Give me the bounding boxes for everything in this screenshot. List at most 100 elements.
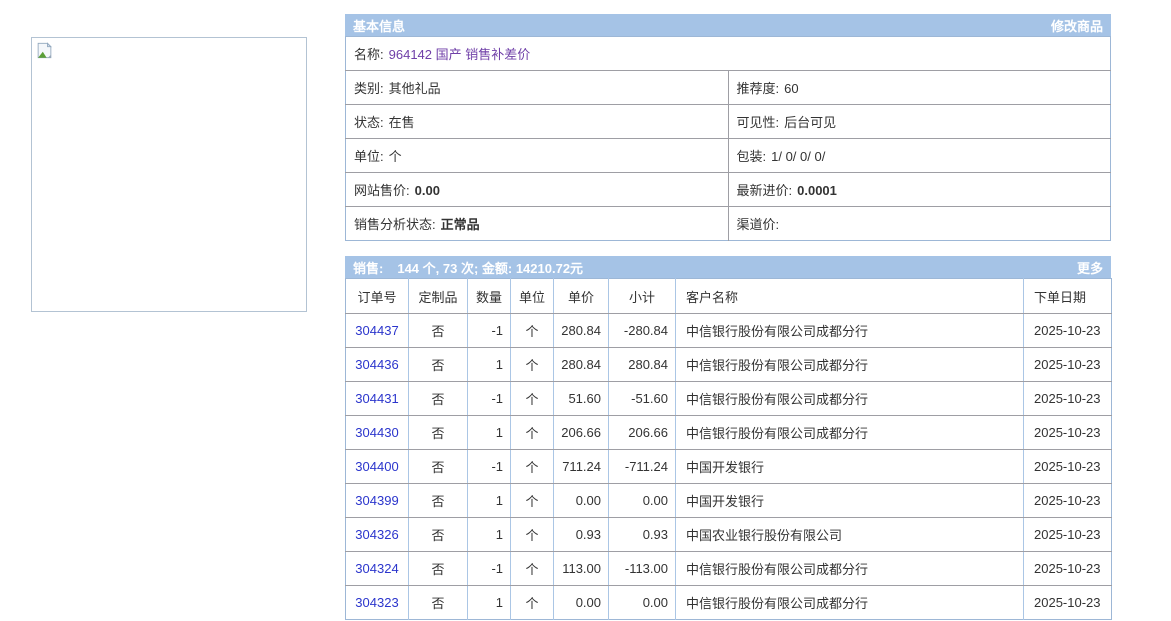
- sales-table-header-row: 订单号 定制品 数量 单位 单价 小计 客户名称 下单日期: [345, 278, 1112, 314]
- visibility-label: 可见性:: [736, 115, 780, 130]
- basic-info-title: 基本信息: [353, 18, 406, 34]
- order-no-cell: 304436: [345, 347, 409, 382]
- order-no-cell: 304324: [345, 551, 409, 586]
- table-cell: -1: [467, 551, 511, 586]
- col-header-qty: 数量: [467, 278, 511, 314]
- order-link[interactable]: 304324: [355, 561, 399, 576]
- table-cell: 否: [408, 585, 468, 620]
- table-cell: -711.24: [608, 449, 676, 484]
- table-cell: 206.66: [553, 415, 609, 450]
- table-cell: 280.84: [553, 347, 609, 382]
- table-cell: 2025-10-23: [1023, 517, 1112, 552]
- table-row: 304324 否 -1 个 113.00 -113.00 中信银行股份有限公司成都分行 202…: [345, 551, 1112, 586]
- sales-table: 订单号 定制品 数量 单位 单价 小计 客户名称 下单日期 304437 否 -1 个…: [345, 278, 1112, 620]
- table-cell: 2025-10-23: [1023, 415, 1112, 450]
- table-cell: 0.00: [608, 585, 676, 620]
- table-row: 304430 否 1 个 206.66 206.66 中信银行股份有限公司成都分行 2025-…: [345, 415, 1112, 450]
- order-link[interactable]: 304437: [355, 323, 399, 338]
- table-cell: 否: [408, 517, 468, 552]
- table-cell: -51.60: [608, 381, 676, 416]
- latest-cost-label: 最新进价:: [736, 183, 793, 198]
- table-cell: 711.24: [553, 449, 609, 484]
- more-link[interactable]: 更多: [1076, 260, 1103, 276]
- table-cell: 否: [408, 313, 468, 348]
- table-row: 304400 否 -1 个 711.24 -711.24 中国开发银行 2025-10-23: [345, 449, 1112, 484]
- sales-summary: 144 个, 73 次; 金额: 14210.72元: [397, 260, 584, 276]
- order-no-cell: 304399: [345, 483, 409, 518]
- order-no-cell: 304430: [345, 415, 409, 450]
- table-cell: 个: [510, 449, 554, 484]
- table-row: 304323 否 1 个 0.00 0.00 中信银行股份有限公司成都分行 2025-10-2…: [345, 585, 1112, 620]
- basic-info-header: 基本信息 修改商品: [345, 14, 1111, 36]
- name-label: 名称:: [354, 47, 384, 62]
- analysis-label: 销售分析状态:: [354, 217, 436, 232]
- recommend-label: 推荐度:: [736, 81, 780, 96]
- order-link[interactable]: 304399: [355, 493, 399, 508]
- table-cell: 0.93: [608, 517, 676, 552]
- name-row: 名称: 964142 国产 销售补差价: [345, 36, 1111, 71]
- table-cell: 否: [408, 551, 468, 586]
- status-value: 在售: [388, 115, 415, 130]
- edit-product-link[interactable]: 修改商品: [1050, 18, 1103, 34]
- table-cell: 2025-10-23: [1023, 313, 1112, 348]
- table-cell: 0.00: [553, 483, 609, 518]
- order-no-cell: 304431: [345, 381, 409, 416]
- table-cell: 2025-10-23: [1023, 347, 1112, 382]
- table-cell: 个: [510, 517, 554, 552]
- table-cell: 否: [408, 381, 468, 416]
- info-row-price: 网站售价: 0.00 最新进价: 0.0001: [345, 172, 1111, 207]
- info-row-unit: 单位: 个 包装: 1/ 0/ 0/ 0/: [345, 138, 1111, 173]
- table-cell: 个: [510, 313, 554, 348]
- table-cell: -113.00: [608, 551, 676, 586]
- order-no-cell: 304400: [345, 449, 409, 484]
- info-row-category: 类别: 其他礼品 推荐度: 60: [345, 70, 1111, 105]
- table-cell: 1: [467, 347, 511, 382]
- col-header-unit: 单位: [510, 278, 554, 314]
- visibility-value: 后台可见: [784, 115, 837, 130]
- table-cell: 0.00: [553, 585, 609, 620]
- order-link[interactable]: 304326: [355, 527, 399, 542]
- table-cell: 206.66: [608, 415, 676, 450]
- table-cell: -1: [467, 313, 511, 348]
- table-cell: 51.60: [553, 381, 609, 416]
- order-link[interactable]: 304436: [355, 357, 399, 372]
- table-cell: 否: [408, 415, 468, 450]
- package-value: 1/ 0/ 0/ 0/: [771, 149, 826, 164]
- table-cell: 1: [467, 483, 511, 518]
- table-cell: 中国开发银行: [675, 449, 1024, 484]
- table-cell: 0.93: [553, 517, 609, 552]
- info-row-analysis: 销售分析状态: 正常品 渠道价:: [345, 206, 1111, 241]
- col-header-custom: 定制品: [408, 278, 468, 314]
- category-label: 类别:: [354, 81, 384, 96]
- table-row: 304399 否 1 个 0.00 0.00 中国开发银行 2025-10-23: [345, 483, 1112, 518]
- table-cell: 个: [510, 551, 554, 586]
- table-cell: 1: [467, 585, 511, 620]
- table-row: 304436 否 1 个 280.84 280.84 中信银行股份有限公司成都分行 2025-…: [345, 347, 1112, 382]
- package-label: 包装:: [736, 149, 767, 164]
- table-cell: 中信银行股份有限公司成都分行: [675, 551, 1024, 586]
- col-header-customer: 客户名称: [675, 278, 1024, 314]
- analysis-value: 正常品: [440, 217, 480, 232]
- table-cell: 2025-10-23: [1023, 483, 1112, 518]
- col-header-order-no: 订单号: [345, 278, 409, 314]
- detail-panels: 基本信息 修改商品 名称: 964142 国产 销售补差价 类别: 其他礼品 推荐度…: [345, 14, 1112, 620]
- basic-info-table: 名称: 964142 国产 销售补差价 类别: 其他礼品 推荐度: 60 状态: 在售 …: [345, 36, 1111, 241]
- table-cell: 否: [408, 449, 468, 484]
- table-cell: 个: [510, 381, 554, 416]
- order-link[interactable]: 304430: [355, 425, 399, 440]
- table-cell: -1: [467, 381, 511, 416]
- sales-header: 销售: 144 个, 73 次; 金额: 14210.72元 更多: [345, 256, 1111, 278]
- channel-price-label: 渠道价:: [736, 217, 780, 232]
- product-name: 964142 国产 销售补差价: [388, 47, 531, 62]
- col-header-date: 下单日期: [1023, 278, 1112, 314]
- order-link[interactable]: 304400: [355, 459, 399, 474]
- order-no-cell: 304323: [345, 585, 409, 620]
- info-row-status: 状态: 在售 可见性: 后台可见: [345, 104, 1111, 139]
- order-no-cell: 304326: [345, 517, 409, 552]
- order-link[interactable]: 304323: [355, 595, 399, 610]
- order-link[interactable]: 304431: [355, 391, 399, 406]
- latest-cost-value: 0.0001: [797, 183, 837, 198]
- table-cell: 中国农业银行股份有限公司: [675, 517, 1024, 552]
- table-cell: 1: [467, 415, 511, 450]
- table-cell: 中信银行股份有限公司成都分行: [675, 585, 1024, 620]
